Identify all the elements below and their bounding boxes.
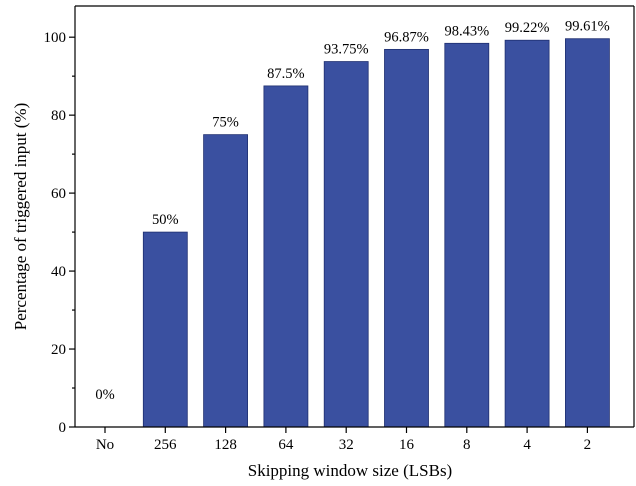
bar-64	[263, 85, 309, 428]
bar-256	[142, 231, 188, 428]
y-tick-label-100: 100	[44, 30, 67, 46]
data-label-No: 0%	[95, 387, 114, 403]
bar-128	[203, 134, 249, 428]
y-tick-label-80: 80	[51, 108, 66, 124]
x-tick-label-256: 256	[154, 437, 177, 453]
y-tick-label-60: 60	[51, 186, 66, 202]
data-label-128: 75%	[212, 115, 239, 131]
bar-4	[504, 39, 550, 428]
data-label-2: 99.61%	[565, 19, 610, 35]
x-tick-label-32: 32	[339, 437, 354, 453]
x-tick-label-16: 16	[399, 437, 415, 453]
axes-group	[69, 5, 635, 433]
y-tick-label-20: 20	[51, 342, 66, 358]
data-label-16: 96.87%	[384, 29, 429, 45]
y-tick-label-0: 0	[59, 420, 67, 436]
x-axis-label: Skipping window size (LSBs)	[248, 461, 452, 480]
bar-2	[565, 38, 610, 428]
bar-8	[444, 42, 490, 428]
y-axis-label: Percentage of triggered input (%)	[11, 103, 30, 331]
data-label-64: 87.5%	[267, 66, 304, 82]
x-tick-label-64: 64	[278, 437, 294, 453]
x-tick-labels-group: No 256 128 64 32 16 8 4 2	[96, 437, 591, 453]
x-tick-label-2: 2	[584, 437, 592, 453]
bar-32	[323, 61, 369, 428]
data-label-8: 98.43%	[444, 23, 489, 39]
data-labels-group: 0% 50% 75% 87.5% 93.75% 96.87% 98.43% 99.22% 99.…	[95, 19, 609, 403]
data-label-32: 93.75%	[324, 42, 369, 58]
data-label-256: 50%	[152, 212, 179, 228]
x-tick-label-No: No	[96, 437, 114, 453]
y-tick-label-40: 40	[51, 264, 66, 280]
data-label-4: 99.22%	[505, 20, 550, 36]
x-tick-label-4: 4	[523, 437, 531, 453]
x-tick-label-128: 128	[214, 437, 237, 453]
bar-16	[384, 48, 429, 428]
bars-group	[142, 38, 610, 428]
x-tick-label-8: 8	[463, 437, 471, 453]
y-tick-labels-group: 0 20 40 60 80 100	[44, 30, 67, 436]
